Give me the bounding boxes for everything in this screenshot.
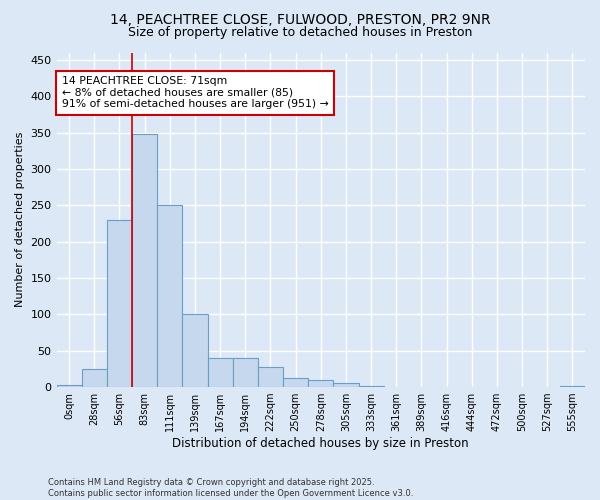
Bar <box>82 369 107 387</box>
Bar <box>308 380 334 387</box>
Bar <box>233 358 258 387</box>
Bar <box>107 220 132 387</box>
Bar <box>283 378 308 387</box>
Bar <box>334 384 359 387</box>
Bar <box>132 134 157 387</box>
Bar <box>560 386 585 387</box>
Text: Size of property relative to detached houses in Preston: Size of property relative to detached ho… <box>128 26 472 39</box>
Text: 14 PEACHTREE CLOSE: 71sqm
← 8% of detached houses are smaller (85)
91% of semi-d: 14 PEACHTREE CLOSE: 71sqm ← 8% of detach… <box>62 76 329 109</box>
Bar <box>182 314 208 387</box>
Text: 14, PEACHTREE CLOSE, FULWOOD, PRESTON, PR2 9NR: 14, PEACHTREE CLOSE, FULWOOD, PRESTON, P… <box>110 12 490 26</box>
Bar <box>56 385 82 387</box>
Text: Contains HM Land Registry data © Crown copyright and database right 2025.
Contai: Contains HM Land Registry data © Crown c… <box>48 478 413 498</box>
Bar <box>359 386 383 387</box>
Bar <box>157 205 182 387</box>
Bar <box>208 358 233 387</box>
X-axis label: Distribution of detached houses by size in Preston: Distribution of detached houses by size … <box>172 437 469 450</box>
Y-axis label: Number of detached properties: Number of detached properties <box>15 132 25 308</box>
Bar <box>258 366 283 387</box>
